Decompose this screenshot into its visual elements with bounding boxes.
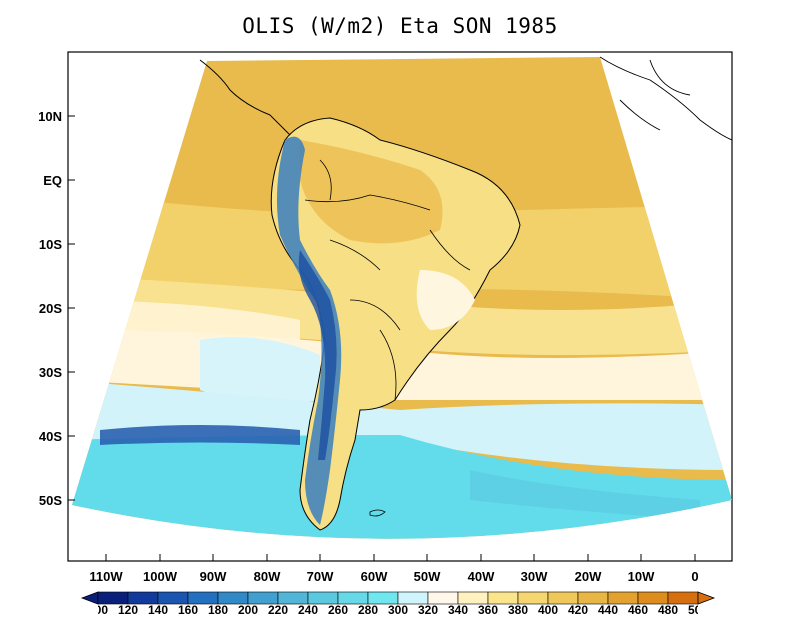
map-title: OLIS (W/m2) Eta SON 1985	[242, 14, 558, 38]
colorbar-label: 220	[267, 603, 289, 617]
colorbar-arrow-high	[697, 591, 716, 605]
colorbar-label: 100	[98, 603, 109, 617]
lon-label-40w: 40W	[467, 569, 495, 584]
tick-marks	[68, 115, 696, 561]
colorbar-label: 280	[357, 603, 379, 617]
colorbar-label: 420	[567, 603, 589, 617]
lon-label-20w: 20W	[574, 569, 602, 584]
colorbar-label: 500	[687, 603, 698, 617]
colorbar-label: 320	[417, 603, 439, 617]
lat-label-10s: 10S	[38, 237, 62, 252]
central-america-outline	[199, 59, 291, 136]
lon-label-100w: 100W	[143, 569, 177, 584]
lon-label-50w: 50W	[413, 569, 441, 584]
colorbar-arrow-low	[80, 591, 99, 605]
lat-label-10n: 10N	[38, 109, 62, 124]
falkland-islands	[369, 509, 386, 517]
lon-label-90w: 90W	[199, 569, 227, 584]
lat-label-50s: 50S	[38, 493, 62, 508]
colorbar-label: 340	[447, 603, 469, 617]
colorbar-label: 480	[657, 603, 679, 617]
lon-label-110w: 110W	[89, 569, 123, 584]
colorbar	[80, 591, 716, 605]
colorbar-label: 380	[507, 603, 529, 617]
lat-label-eq: EQ	[43, 173, 62, 188]
colorbar-label: 120	[117, 603, 139, 617]
lat-label-20s: 20S	[38, 301, 62, 316]
lon-label-70w: 70W	[306, 569, 334, 584]
colorbar-label: 140	[147, 603, 169, 617]
lon-label-60w: 60W	[360, 569, 388, 584]
colorbar-label: 400	[537, 603, 559, 617]
south-america-landmass	[270, 117, 521, 531]
colorbar-label: 180	[207, 603, 229, 617]
colorbar-label: 200	[237, 603, 259, 617]
africa-outline	[599, 56, 732, 141]
lon-label-30w: 30W	[520, 569, 548, 584]
lat-label-40s: 40S	[38, 429, 62, 444]
colorbar-labels: 100 120 140 160 180 200 220 240 260 280 300 320 340 3…	[98, 603, 698, 618]
colorbar-label: 360	[477, 603, 499, 617]
colorbar-label: 240	[297, 603, 319, 617]
lon-label-10w: 10W	[627, 569, 655, 584]
colorbar-label: 440	[597, 603, 619, 617]
colorbar-label: 460	[627, 603, 649, 617]
colorbar-label: 160	[177, 603, 199, 617]
colorbar-label: 300	[387, 603, 409, 617]
lon-label-80w: 80W	[253, 569, 281, 584]
lat-label-30s: 30S	[38, 365, 62, 380]
lon-label-0: 0	[691, 569, 699, 584]
colorbar-label: 260	[327, 603, 349, 617]
